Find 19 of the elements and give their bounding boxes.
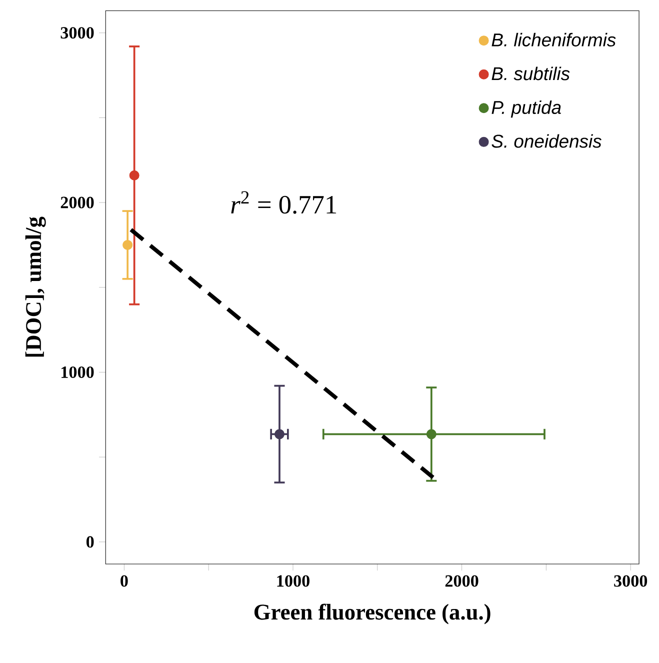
legend-label: B. subtilis xyxy=(492,66,570,80)
x-tick-label: 3000 xyxy=(614,575,648,587)
annotation: r$^{2}$ = 0.771 xyxy=(231,191,336,214)
legend-label: S. oneidensis xyxy=(492,134,602,148)
x-axis-title: Green fluorescence (a.u.) xyxy=(254,604,490,624)
y-axis-title: [DOC], umol/g xyxy=(25,216,46,357)
point xyxy=(129,170,140,180)
legend-label: P. putida xyxy=(492,100,561,118)
legend-label: B. licheniformis xyxy=(492,32,616,46)
x-tick-label: 0 xyxy=(120,575,128,587)
point xyxy=(426,429,436,440)
x-tick-label: 1000 xyxy=(277,575,310,587)
y-tick-label: 3000 xyxy=(60,27,94,39)
point xyxy=(274,429,284,440)
y-tick-label: 1000 xyxy=(61,366,94,378)
y-tick-label: 2000 xyxy=(60,196,94,208)
x-tick-label: 2000 xyxy=(445,575,478,587)
point xyxy=(122,240,133,250)
y-tick-label: 0 xyxy=(86,536,94,548)
